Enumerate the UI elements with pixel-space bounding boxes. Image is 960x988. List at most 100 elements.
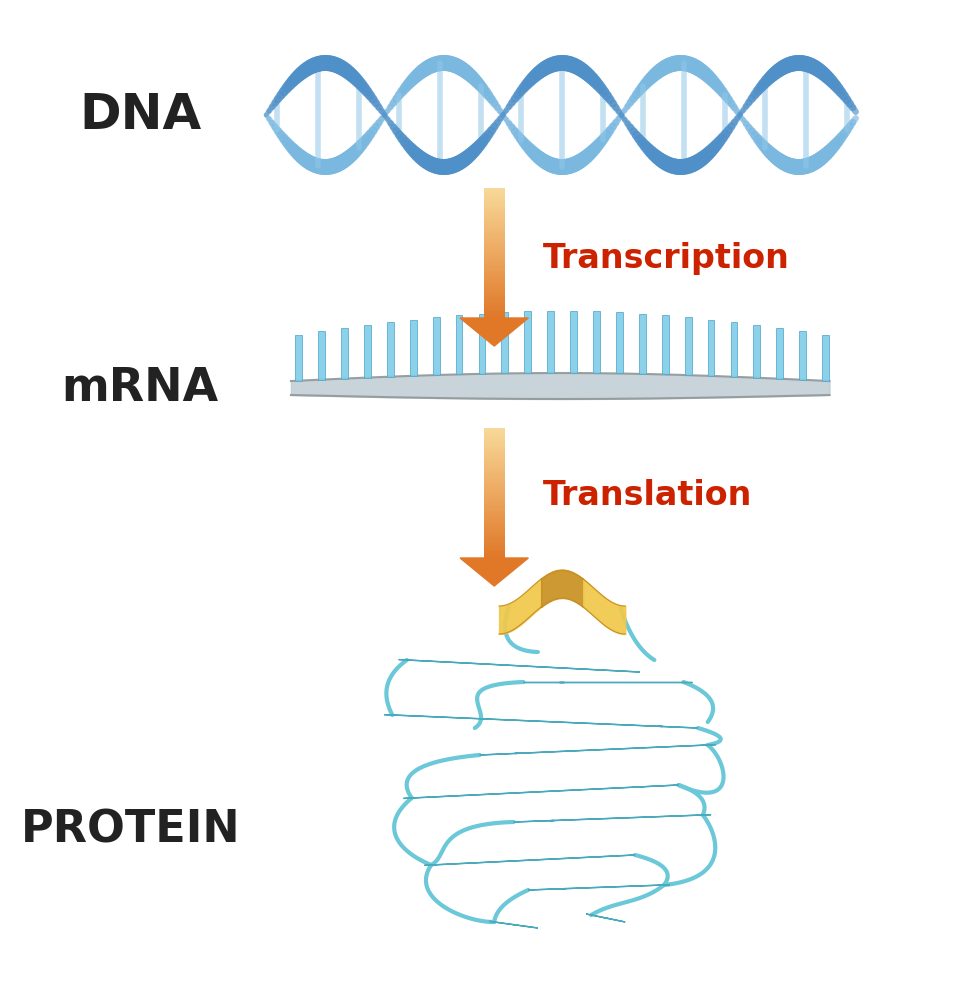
Bar [484, 243, 505, 245]
Bar [484, 307, 505, 309]
Bar [484, 437, 505, 439]
Bar [484, 241, 505, 243]
Bar [484, 430, 505, 433]
Bar [484, 293, 505, 296]
Bar [484, 463, 505, 465]
Bar [484, 507, 505, 510]
Bar [484, 501, 505, 503]
Bar [484, 204, 505, 206]
Bar [484, 202, 505, 204]
Bar [484, 283, 505, 285]
Bar [364, 325, 371, 377]
Text: mRNA: mRNA [61, 366, 219, 410]
Bar [484, 191, 505, 193]
Bar [456, 315, 463, 374]
Bar [484, 472, 505, 474]
Bar [484, 551, 505, 553]
Bar [484, 532, 505, 534]
Bar [484, 232, 505, 234]
Bar [484, 225, 505, 227]
Bar [593, 311, 600, 373]
Bar [484, 206, 505, 207]
Text: PROTEIN: PROTEIN [20, 808, 240, 852]
Bar [484, 216, 505, 219]
Bar [484, 289, 505, 291]
Bar [341, 328, 348, 378]
Bar [484, 236, 505, 239]
Bar [484, 503, 505, 505]
Bar [484, 496, 505, 499]
Bar [484, 476, 505, 478]
Polygon shape [398, 660, 639, 672]
Bar [484, 547, 505, 549]
Polygon shape [480, 745, 716, 755]
Bar [484, 252, 505, 254]
Bar [731, 322, 737, 376]
Bar [484, 487, 505, 490]
Bar [484, 256, 505, 259]
Bar [484, 483, 505, 485]
Bar [484, 214, 505, 216]
Text: Translation: Translation [542, 478, 752, 512]
Bar [484, 470, 505, 472]
Bar [484, 193, 505, 195]
Bar [484, 442, 505, 444]
Bar [484, 254, 505, 256]
Bar [484, 219, 505, 221]
Bar [484, 435, 505, 437]
Bar [484, 494, 505, 496]
Bar [484, 553, 505, 556]
Bar [484, 461, 505, 463]
Bar [484, 304, 505, 307]
Bar [484, 499, 505, 501]
Bar [524, 311, 531, 373]
Bar [484, 265, 505, 268]
Bar [484, 197, 505, 199]
Bar [484, 313, 505, 316]
Bar [484, 538, 505, 540]
Bar [484, 544, 505, 547]
Bar [484, 227, 505, 230]
Bar [501, 312, 508, 373]
Polygon shape [424, 855, 635, 865]
Bar [484, 453, 505, 454]
Bar [484, 535, 505, 538]
Bar [484, 230, 505, 232]
Bar [484, 456, 505, 458]
Polygon shape [514, 815, 711, 822]
Polygon shape [460, 318, 528, 346]
Polygon shape [460, 558, 528, 586]
Bar [484, 514, 505, 516]
Bar [484, 433, 505, 435]
Bar [484, 288, 505, 289]
Bar [484, 298, 505, 300]
Bar [484, 534, 505, 535]
Bar [484, 259, 505, 261]
Bar [296, 335, 302, 381]
Bar [484, 549, 505, 551]
Bar [484, 281, 505, 283]
Bar [822, 335, 829, 381]
Bar [484, 542, 505, 544]
Bar [484, 512, 505, 514]
Bar [484, 199, 505, 202]
Bar [484, 474, 505, 476]
Bar [484, 446, 505, 448]
Bar [484, 481, 505, 483]
Bar [484, 485, 505, 487]
Bar [484, 450, 505, 453]
Bar [484, 454, 505, 456]
Bar [484, 458, 505, 461]
Bar [484, 490, 505, 492]
Text: DNA: DNA [79, 91, 202, 139]
Bar [484, 300, 505, 302]
Bar [410, 320, 417, 376]
Bar [484, 261, 505, 263]
Bar [639, 313, 646, 373]
Bar [484, 309, 505, 311]
Bar [484, 439, 505, 442]
Bar [484, 245, 505, 247]
Bar [484, 521, 505, 523]
Bar [616, 312, 623, 373]
Bar [484, 279, 505, 281]
